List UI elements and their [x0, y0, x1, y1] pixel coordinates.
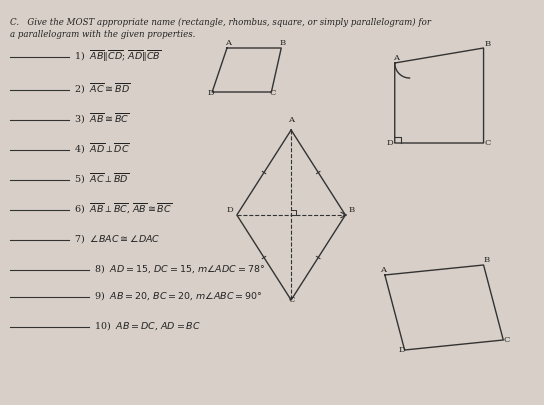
Text: B: B [485, 40, 491, 48]
Text: A: A [225, 39, 231, 47]
Text: 3)  $\overline{AB} \cong \overline{BC}$: 3) $\overline{AB} \cong \overline{BC}$ [74, 112, 129, 126]
Text: C: C [485, 139, 491, 147]
Text: C: C [269, 89, 276, 97]
Text: D: D [387, 139, 394, 147]
Text: C: C [503, 336, 510, 344]
Text: 8)  $AD = 15$, $DC = 15$, $m\angle ADC = 78°$: 8) $AD = 15$, $DC = 15$, $m\angle ADC = … [94, 262, 265, 275]
Text: A: A [393, 54, 399, 62]
Text: a parallelogram with the given properties.: a parallelogram with the given propertie… [10, 30, 195, 39]
Text: 4)  $\overline{AD} \perp \overline{DC}$: 4) $\overline{AD} \perp \overline{DC}$ [74, 142, 130, 156]
Text: 10)  $AB = DC$, $AD = BC$: 10) $AB = DC$, $AD = BC$ [94, 319, 201, 332]
Text: 9)  $AB = 20$, $BC = 20$, $m\angle ABC = 90°$: 9) $AB = 20$, $BC = 20$, $m\angle ABC = … [94, 289, 262, 302]
Text: 5)  $\overline{AC} \perp \overline{BD}$: 5) $\overline{AC} \perp \overline{BD}$ [74, 172, 129, 186]
Text: C: C [288, 296, 294, 304]
Text: B: B [484, 256, 490, 264]
Text: A: A [380, 266, 386, 274]
Text: B: B [348, 206, 355, 214]
Text: 2)  $\overline{AC} \cong \overline{BD}$: 2) $\overline{AC} \cong \overline{BD}$ [74, 82, 131, 96]
Text: B: B [279, 39, 286, 47]
Text: D: D [207, 89, 214, 97]
Text: 6)  $\overline{AB} \perp \overline{BC}$, $\overline{AB} \cong \overline{BC}$: 6) $\overline{AB} \perp \overline{BC}$, … [74, 202, 172, 216]
Text: D: D [227, 206, 234, 214]
Text: C.   Give the MOST appropriate name (rectangle, rhombus, square, or simply paral: C. Give the MOST appropriate name (recta… [10, 18, 431, 27]
Text: 7)  $\angle BAC \cong \angle DAC$: 7) $\angle BAC \cong \angle DAC$ [74, 232, 160, 245]
Text: A: A [288, 116, 294, 124]
Text: D: D [399, 346, 405, 354]
Text: 1)  $\overline{AB} \| \overline{CD}$; $\overline{AD} \| \overline{CB}$: 1) $\overline{AB} \| \overline{CD}$; $\o… [74, 49, 162, 64]
